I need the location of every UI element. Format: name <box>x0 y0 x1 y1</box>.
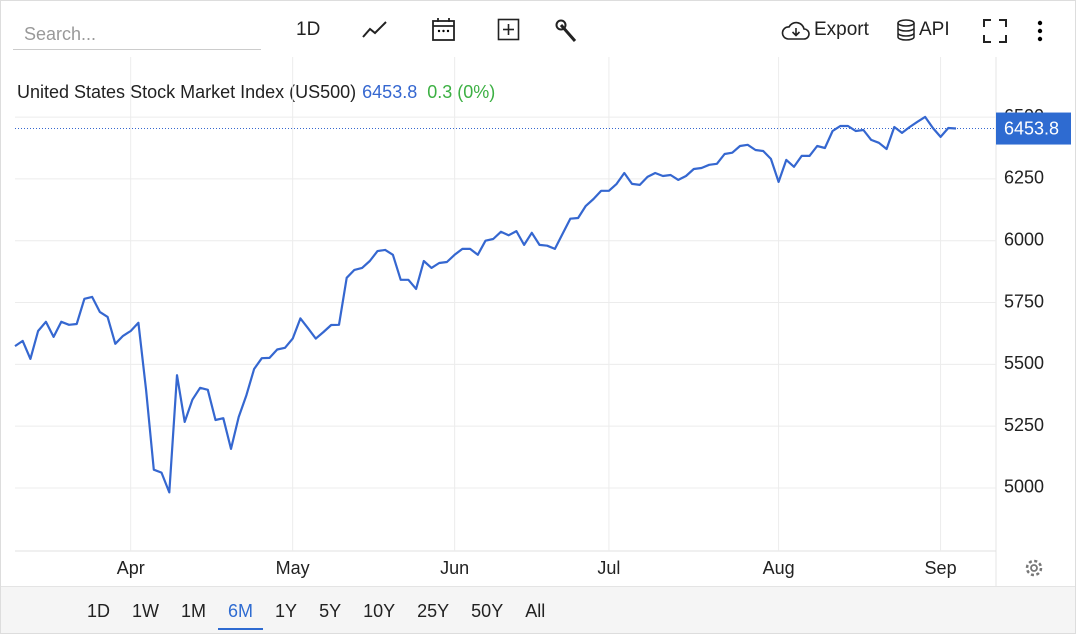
price-line <box>14 115 957 494</box>
api-icon[interactable] <box>896 18 916 42</box>
y-tick-label: 5750 <box>1004 291 1044 311</box>
y-tick-label: 6000 <box>1004 229 1044 249</box>
range-button[interactable]: 50Y <box>471 601 504 621</box>
range-button[interactable]: 1W <box>132 601 160 621</box>
range-button[interactable]: All <box>525 601 546 621</box>
range-button[interactable]: 1Y <box>275 601 298 621</box>
calendar-icon[interactable] <box>431 17 457 43</box>
tools-icon[interactable] <box>555 19 579 45</box>
search-box[interactable]: Search... <box>13 17 261 50</box>
price-change: 0.3 (0%) <box>427 82 495 102</box>
x-tick-label: May <box>276 558 310 578</box>
range-bar: 1D 1W 1M 6M 1Y 5Y 10Y 25Y 50Y All <box>1 586 1075 633</box>
add-icon[interactable] <box>497 18 521 42</box>
y-tick-label: 5500 <box>1004 353 1044 373</box>
x-tick-label: Apr <box>117 558 145 578</box>
export-button[interactable]: Export <box>814 19 869 40</box>
range-button[interactable]: 1D <box>87 601 111 621</box>
settings-icon[interactable] <box>1025 559 1043 577</box>
fullscreen-icon[interactable] <box>982 18 1008 44</box>
x-tick-label: Sep <box>925 558 957 578</box>
range-button[interactable]: 5Y <box>319 601 342 621</box>
export-icon[interactable] <box>781 20 811 42</box>
range-button[interactable]: 25Y <box>417 601 450 621</box>
y-tick-label: 5000 <box>1004 477 1044 497</box>
x-tick-label: Jun <box>440 558 469 578</box>
search-placeholder: Search... <box>24 24 97 44</box>
last-price-tag <box>996 112 1071 145</box>
x-tick-label: Aug <box>763 558 795 578</box>
chart-type-icon[interactable] <box>361 19 389 41</box>
y-tick-label: 5250 <box>1004 415 1044 435</box>
last-price: 6453.8 <box>362 82 417 102</box>
last-price-tag-label: 6453.8 <box>1004 118 1059 138</box>
api-button[interactable]: API <box>919 19 950 40</box>
y-tick-label: 6250 <box>1004 168 1044 188</box>
range-button[interactable]: 6M <box>218 601 264 630</box>
grid <box>15 57 996 551</box>
x-tick-label: Jul <box>597 558 620 578</box>
menu-icon[interactable] <box>1035 20 1045 44</box>
range-button[interactable]: 10Y <box>363 601 396 621</box>
range-button[interactable]: 1M <box>181 601 207 621</box>
chart-title: United States Stock Market Index (US500) <box>17 82 356 102</box>
interval-button[interactable]: 1D <box>296 19 321 40</box>
